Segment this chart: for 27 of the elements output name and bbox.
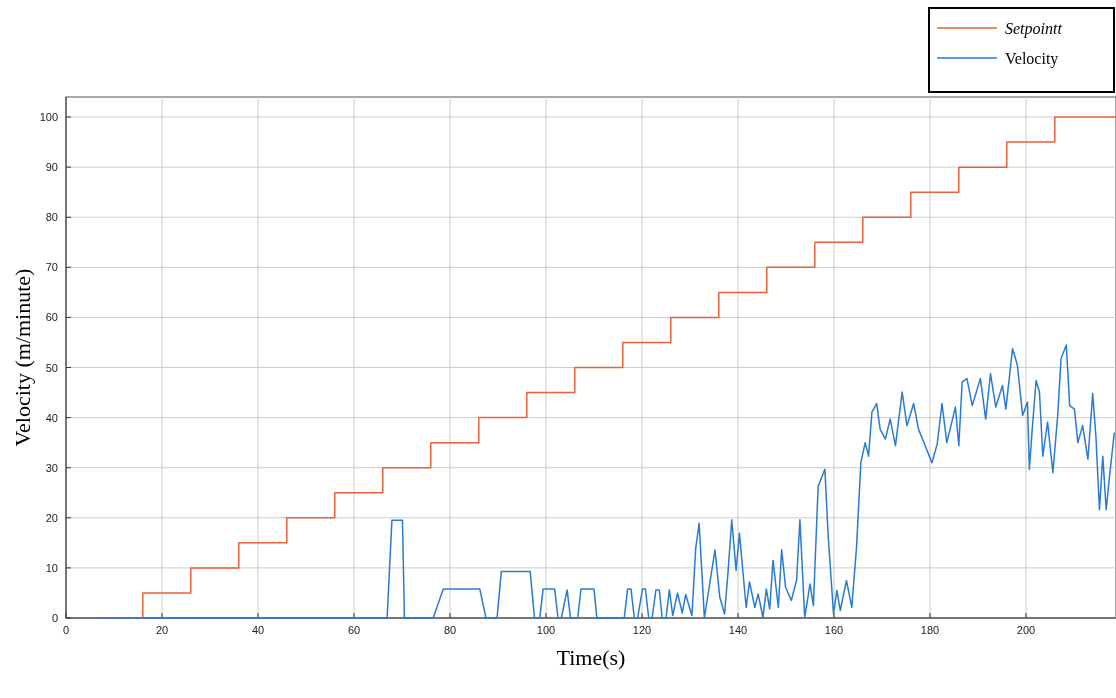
- x-tick-label: 60: [347, 624, 361, 636]
- x-tick-label: 200: [1016, 624, 1036, 636]
- legend-label: Velocity: [1005, 50, 1059, 68]
- y-tick-label: 60: [45, 311, 58, 324]
- y-tick-label: 20: [45, 511, 58, 524]
- x-tick-label: 20: [155, 624, 169, 636]
- x-tick-label: 160: [824, 624, 844, 636]
- x-tick-label: 140: [728, 624, 748, 636]
- y-tick-label: 80: [45, 211, 58, 224]
- x-tick-label: 40: [251, 624, 265, 636]
- line-series: [98, 344, 1116, 619]
- y-tick-label: 30: [45, 461, 58, 474]
- x-tick-label: 80: [443, 624, 457, 636]
- y-tick-label: 10: [45, 561, 58, 574]
- x-tick-label: 180: [920, 624, 940, 636]
- x-tick-label: 120: [632, 624, 652, 636]
- y-tick-label: 90: [45, 161, 58, 174]
- y-tick-label: 40: [45, 411, 58, 424]
- y-axis-title: Velocity (m/minute): [10, 268, 35, 447]
- x-tick-label: 100: [536, 624, 556, 636]
- legend-label: Setpointt: [1005, 20, 1063, 38]
- y-tick-label: 50: [45, 361, 58, 374]
- x-tick-label: 0: [62, 624, 70, 636]
- y-tick-label: 70: [45, 261, 58, 274]
- y-tick-label: 100: [39, 111, 58, 124]
- y-tick-label: 0: [51, 612, 58, 624]
- x-axis-title: Time(s): [556, 645, 626, 670]
